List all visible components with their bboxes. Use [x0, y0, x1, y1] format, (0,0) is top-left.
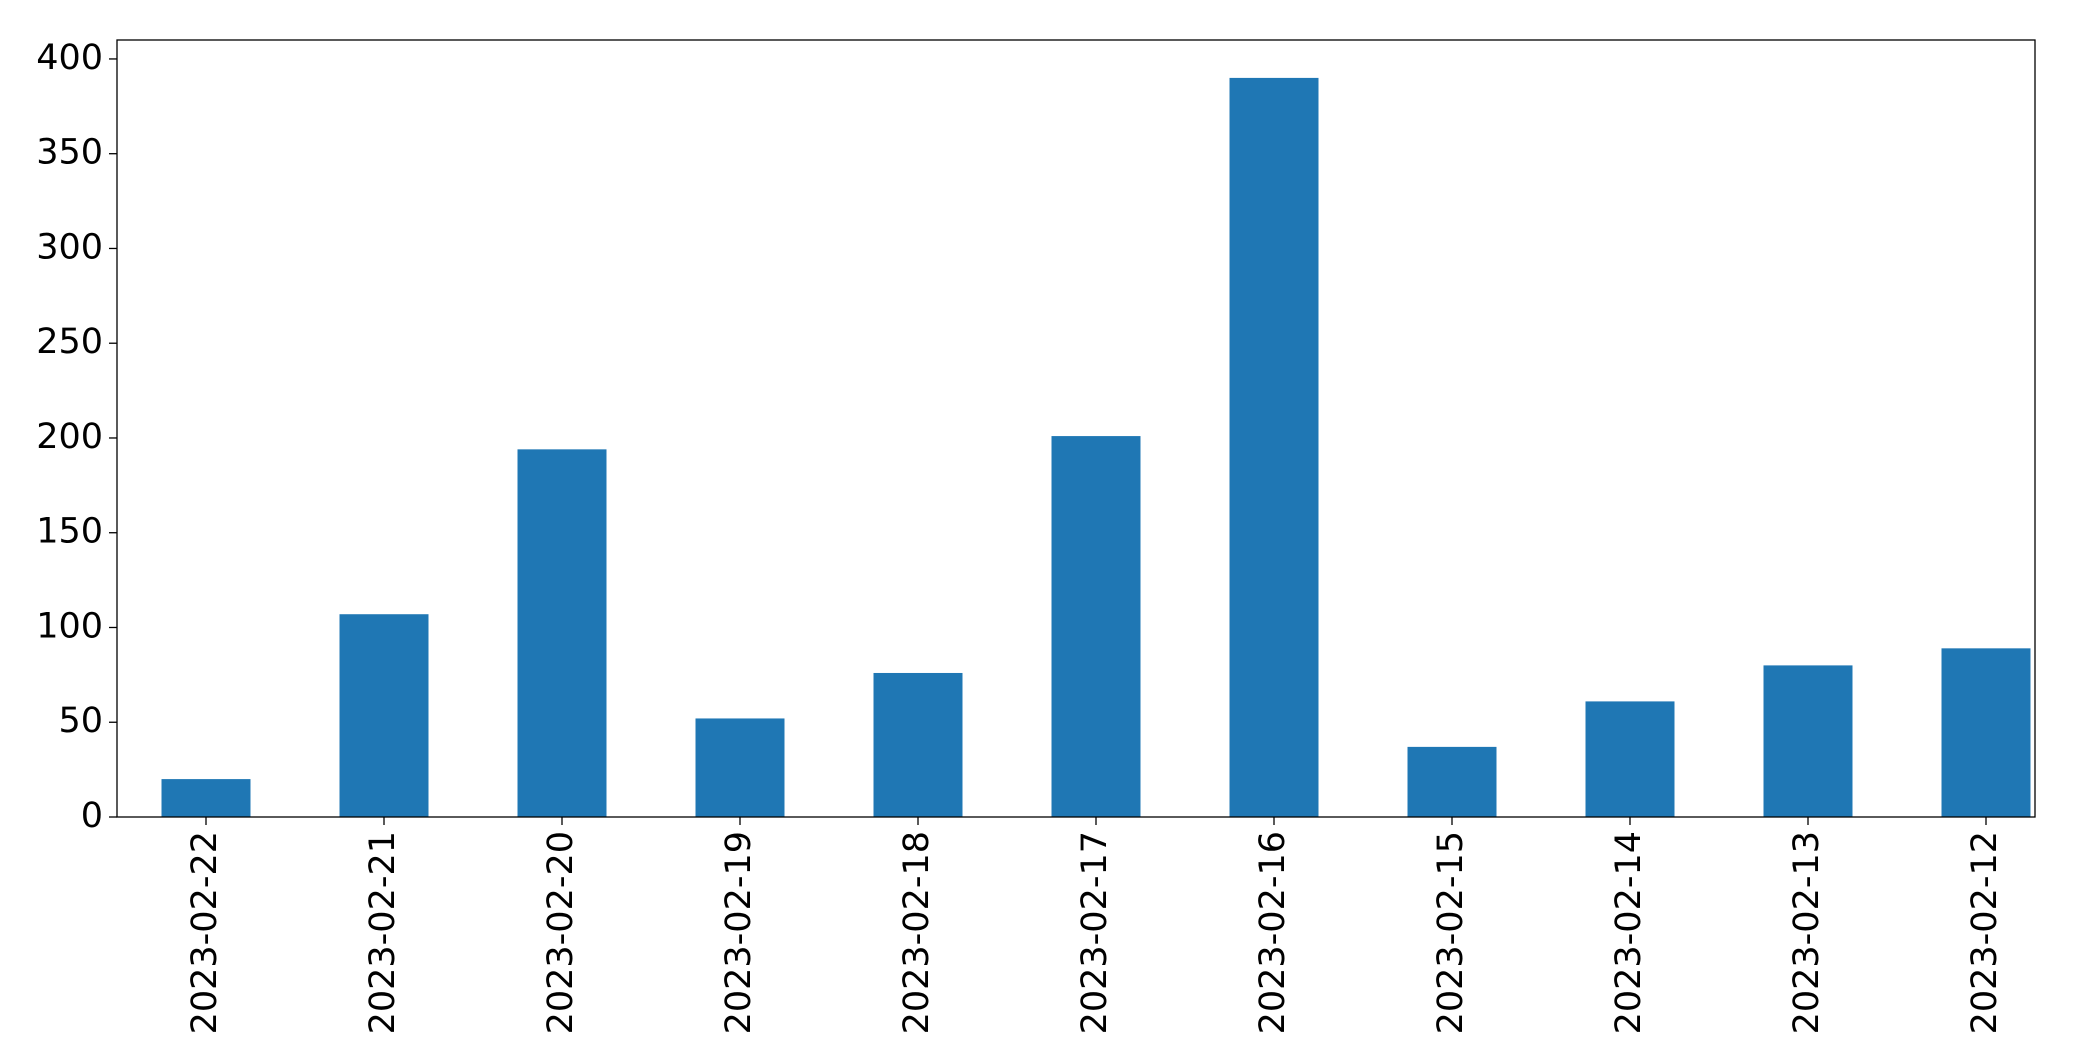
x-tick-label: 2023-02-15 — [1431, 831, 1471, 1034]
bar — [873, 672, 963, 817]
x-tick-label: 2023-02-18 — [897, 831, 937, 1034]
x-tick-label: 2023-02-22 — [185, 831, 225, 1034]
bar — [695, 718, 785, 817]
plot-frame — [116, 39, 2036, 818]
y-tick-label: 0 — [81, 796, 103, 836]
bar — [161, 779, 251, 817]
x-tick-label: 2023-02-16 — [1253, 831, 1293, 1034]
y-tick-label: 50 — [58, 701, 103, 741]
bar — [1941, 648, 2031, 817]
bar — [1407, 746, 1497, 817]
y-tick-label: 150 — [36, 512, 103, 552]
x-tick-label: 2023-02-17 — [1075, 831, 1115, 1034]
x-tick-label: 2023-02-20 — [541, 831, 581, 1034]
bar — [1585, 701, 1675, 817]
bar — [339, 614, 429, 817]
bar — [517, 449, 607, 817]
y-tick-label: 200 — [36, 417, 103, 457]
x-tick-label: 2023-02-19 — [719, 831, 759, 1034]
bar — [1763, 665, 1853, 817]
y-tick-label: 300 — [36, 227, 103, 267]
y-tick-label: 250 — [36, 322, 103, 362]
bar — [1229, 77, 1319, 817]
y-tick-label: 400 — [36, 38, 103, 78]
bar — [1051, 436, 1141, 817]
x-tick-label: 2023-02-21 — [363, 831, 403, 1034]
x-tick-label: 2023-02-13 — [1787, 831, 1827, 1034]
x-tick-label: 2023-02-14 — [1609, 831, 1649, 1034]
x-tick-label: 2023-02-12 — [1965, 831, 2005, 1034]
y-tick-label: 100 — [36, 606, 103, 646]
y-tick-label: 350 — [36, 133, 103, 173]
